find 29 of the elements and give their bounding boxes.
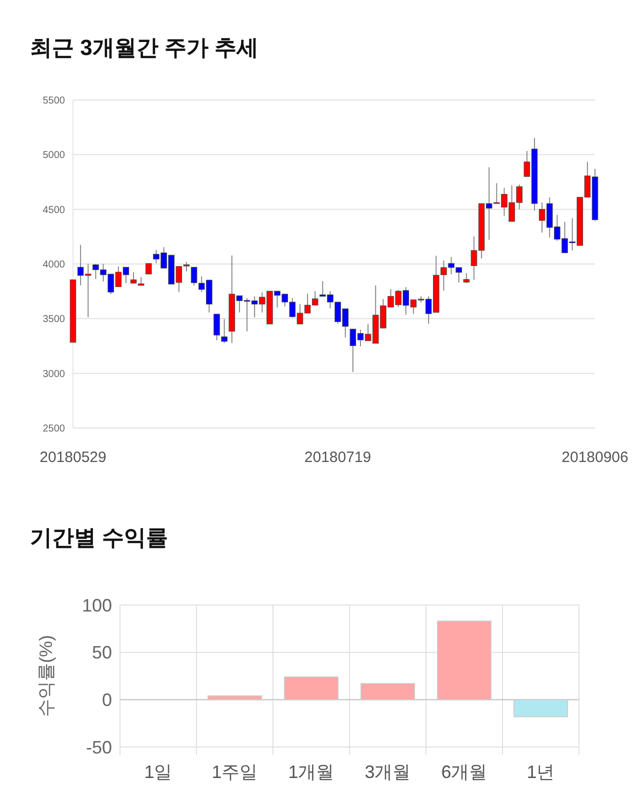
candlestick	[463, 272, 470, 284]
candlestick	[146, 263, 152, 274]
candlestick	[214, 314, 220, 341]
x-tick-label: 1년	[526, 762, 555, 782]
candlestick	[130, 272, 137, 284]
x-tick-label: 3개월	[364, 762, 411, 782]
y-tick-label: 50	[92, 642, 112, 663]
x-tick-label: 1주일	[212, 762, 258, 782]
y-tick-label: 5000	[42, 150, 66, 162]
y-tick-label: 100	[82, 595, 112, 616]
x-tick-label: 20180719	[304, 449, 372, 466]
x-tick-label: 20180906	[562, 449, 628, 466]
chart-title: 최근 3개월간 주가 추세	[30, 35, 259, 60]
y-tick-label: 4000	[42, 260, 66, 270]
y-tick-label: 3500	[42, 314, 66, 326]
y-tick-label: 0	[102, 690, 112, 710]
candlestick	[190, 266, 198, 286]
y-tick-label: 2500	[42, 424, 66, 434]
x-tick-label: 20180529	[40, 449, 106, 466]
y-axis-title: 수익률(%)	[36, 635, 56, 717]
y-tick-label: 5500	[42, 96, 66, 106]
chart-title: 기간별 수익률	[30, 525, 168, 550]
y-tick-label: 3000	[42, 368, 66, 380]
candlestick	[221, 318, 228, 344]
x-tick-label: 1개월	[288, 762, 334, 782]
x-tick-label: 1일	[144, 762, 172, 782]
x-tick-label: 6개월	[441, 762, 488, 782]
y-tick-label: 4500	[42, 204, 66, 216]
y-tick-label: -50	[86, 737, 112, 758]
